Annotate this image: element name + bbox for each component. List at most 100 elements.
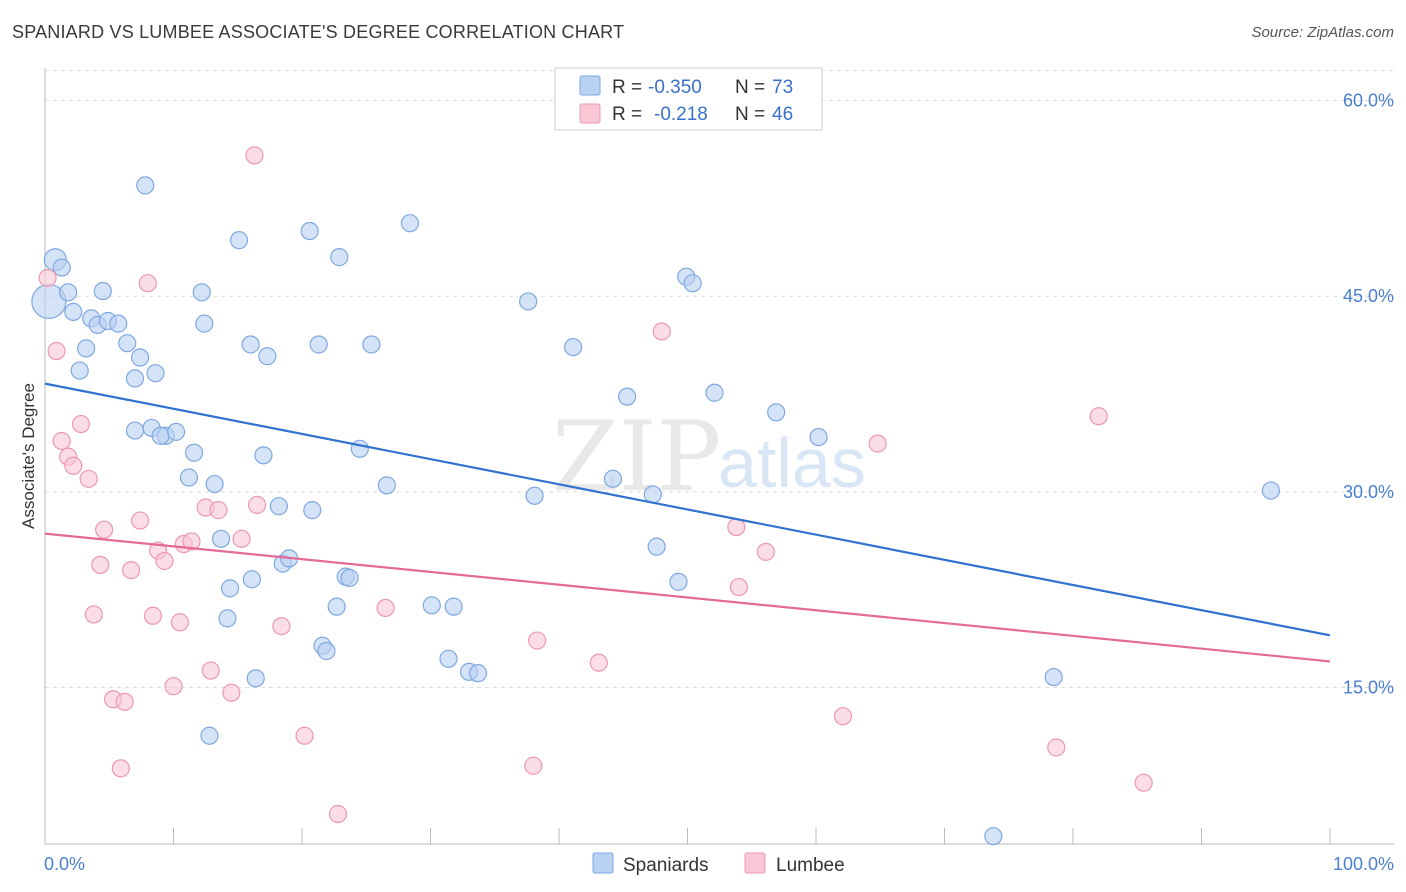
spaniards-point [146, 364, 165, 383]
lumbee-point [64, 456, 83, 475]
correlation-legend: R = -0.350 N = 73 R = -0.218 N = 46 [554, 67, 823, 131]
lumbee-point [201, 661, 220, 680]
spaniards-point [519, 292, 538, 311]
spaniards-point [211, 529, 231, 548]
lumbee-point [756, 542, 775, 561]
spaniards-point [220, 579, 240, 598]
bottom-legend-label-spaniards: Spaniards [623, 855, 709, 876]
lumbee-point [729, 577, 749, 597]
lumbee-point [245, 146, 264, 165]
spaniards-point [184, 443, 204, 462]
spaniards-point [70, 361, 89, 380]
spaniards-point [269, 497, 288, 516]
spaniards-point [64, 302, 83, 321]
series-legend: Spaniards Lumbee [592, 852, 845, 876]
lumbee-point [868, 434, 887, 453]
spaniards-point [125, 421, 145, 440]
lumbee-point [52, 431, 71, 451]
lumbee-point [295, 726, 314, 745]
lumbee-point [232, 529, 251, 548]
spaniards-point [317, 641, 336, 661]
spaniards-point [444, 597, 463, 616]
spaniards-trend-line [44, 382, 1331, 637]
spaniards-point [377, 476, 396, 495]
spaniards-point [340, 568, 359, 588]
lumbee-point [115, 692, 134, 711]
spaniards-point [218, 609, 237, 628]
lumbee-point [164, 677, 183, 696]
y-tick-label: 45.0% [1343, 286, 1394, 306]
spaniards-point [242, 570, 261, 589]
bottom-legend-swatch-spaniards [592, 852, 614, 874]
spaniards-point [241, 335, 260, 354]
legend-swatch-spaniards [579, 75, 601, 96]
spaniards-point [669, 572, 688, 591]
spaniards-point [258, 347, 277, 366]
x-tick-labels: 0.0% 100.0% [44, 854, 1394, 874]
spaniards-point [618, 387, 637, 406]
lumbee-point [376, 598, 395, 618]
grid-lines [45, 70, 1394, 688]
legend-r-label-spaniards: R = [612, 77, 642, 98]
lumbee-point [182, 532, 201, 551]
spaniards-point [52, 258, 71, 277]
chart-title: SPANIARD VS LUMBEE ASSOCIATE'S DEGREE CO… [12, 22, 625, 42]
spaniards-point [136, 176, 155, 195]
spaniards-point [300, 221, 319, 241]
lumbee-point [222, 683, 241, 702]
lumbee-point [272, 617, 291, 636]
lumbee-point [91, 555, 110, 575]
lumbee-point [209, 501, 228, 520]
spaniards-point [468, 664, 488, 683]
lumbee-point [528, 631, 547, 650]
spaniards-point [200, 726, 219, 745]
lumbee-point [247, 495, 267, 515]
lumbee-point [111, 759, 130, 778]
lumbee-point [95, 520, 114, 539]
lumbee-point [1047, 738, 1066, 757]
legend-swatch-lumbee [579, 103, 601, 124]
lumbee-point [71, 414, 91, 434]
lumbee-point [143, 606, 163, 625]
y-axis-label: Associate's Degree [19, 383, 38, 529]
lumbee-point [328, 804, 348, 824]
spaniards-point [195, 314, 214, 333]
spaniards-point [151, 426, 170, 445]
lumbee-point [524, 756, 543, 775]
x-tick-label: 0.0% [44, 854, 85, 874]
spaniards-point [525, 486, 544, 505]
bottom-legend-label-lumbee: Lumbee [776, 855, 845, 876]
legend-r-value-spaniards: -0.350 [648, 77, 702, 98]
spaniards-point [330, 248, 349, 267]
spaniards-point [1261, 481, 1280, 500]
watermark-atlas: atlas [718, 424, 866, 502]
lumbee-point [130, 511, 150, 530]
x-tick-label: 100.0% [1333, 854, 1394, 874]
y-tick-label: 60.0% [1343, 91, 1394, 111]
spaniards-point [1044, 667, 1063, 687]
spaniards-point [93, 281, 112, 301]
spaniards-point [327, 597, 346, 616]
spaniards-point [125, 369, 145, 388]
spaniards-point [109, 314, 128, 333]
spaniards-point [439, 649, 458, 668]
lumbee-point [1134, 773, 1153, 792]
lumbee-point [652, 322, 671, 341]
spaniards-point [809, 427, 828, 447]
lumbee-point [589, 653, 608, 672]
lumbee-point [47, 341, 66, 361]
lumbee-point [155, 551, 174, 571]
lumbee-point [833, 707, 853, 726]
lumbee-point [138, 274, 157, 293]
spaniards-point [205, 474, 224, 494]
spaniards-point [179, 468, 199, 487]
spaniards-point [130, 348, 150, 367]
spaniards-point [166, 422, 186, 441]
spaniards-point [647, 537, 666, 556]
spaniards-point [767, 403, 786, 422]
lumbee-point [84, 605, 103, 624]
spaniards-point [350, 439, 369, 458]
spaniards-point [246, 669, 265, 688]
bottom-legend-swatch-lumbee [744, 852, 766, 874]
